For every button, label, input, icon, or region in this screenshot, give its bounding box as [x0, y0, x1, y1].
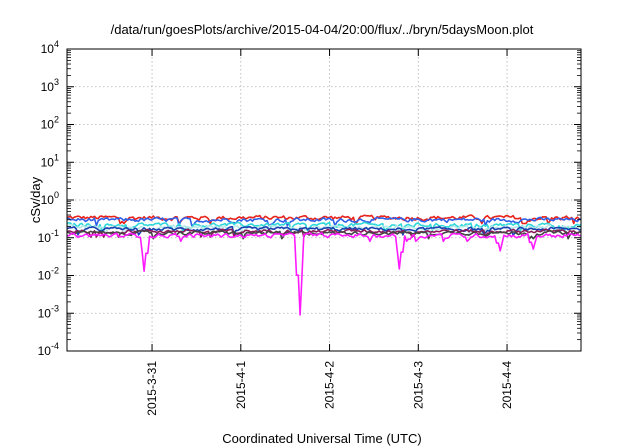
x-tick-label: 2015-3-31	[145, 361, 159, 416]
y-tick-label: 10-2	[38, 266, 59, 283]
y-tick-label: 104	[41, 39, 59, 56]
x-tick-label: 2015-4-1	[234, 361, 248, 409]
series-line	[67, 216, 582, 227]
ticks: 10-4 10-3 10-2 10-1 100 101 102 103 104 2015-3-31…	[38, 39, 581, 416]
x-tick-label: 2015-4-4	[500, 361, 514, 409]
series-line	[66, 221, 582, 232]
y-tick-label: 10-1	[38, 228, 59, 245]
series-group	[66, 214, 582, 316]
y-tick-label: 100	[41, 190, 59, 207]
y-axis-label: cSv/day	[28, 176, 43, 223]
y-tick-label: 102	[41, 115, 59, 132]
y-tick-label: 101	[41, 152, 59, 169]
chart-title: /data/run/goesPlots/archive/2015-04-04/2…	[111, 22, 534, 37]
y-tick-label: 103	[41, 77, 59, 94]
series-line	[66, 225, 582, 236]
series-line	[66, 214, 582, 225]
x-axis-label: Coordinated Universal Time (UTC)	[222, 431, 421, 446]
y-tick-label: 10-4	[38, 341, 59, 358]
grid	[67, 49, 581, 351]
series-line	[67, 232, 582, 316]
x-tick-label: 2015-4-3	[411, 361, 425, 409]
y-tick-label: 10-3	[38, 303, 59, 320]
x-tick-label: 2015-4-2	[323, 361, 337, 409]
